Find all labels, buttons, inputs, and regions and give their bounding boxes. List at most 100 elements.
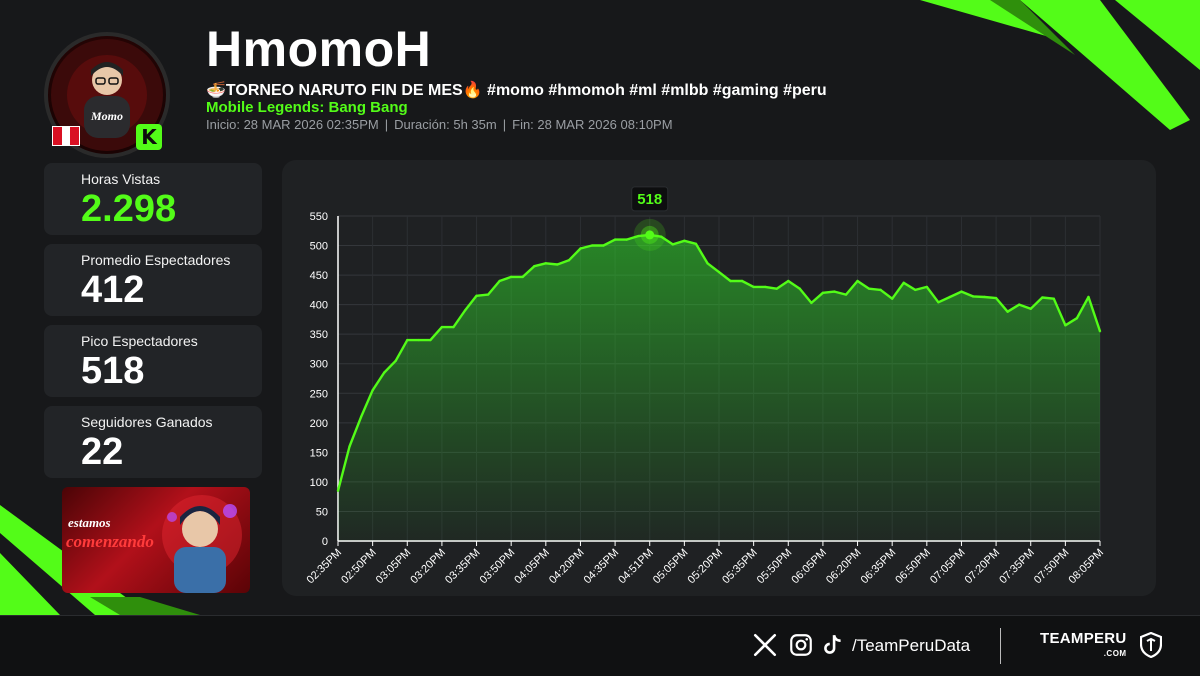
data-point — [925, 285, 929, 289]
x-tick-label: 04:51PM — [616, 547, 656, 587]
data-point — [509, 275, 513, 279]
kick-platform-icon: K — [136, 124, 162, 150]
data-point — [348, 445, 351, 448]
data-point — [787, 279, 790, 283]
stat-label: Pico Espectadores — [81, 333, 198, 349]
data-point — [775, 287, 778, 290]
x-tick-label: 07:05PM — [928, 547, 968, 587]
data-point — [625, 238, 628, 241]
data-point — [613, 238, 617, 241]
y-tick-label: 400 — [310, 300, 328, 312]
data-point — [914, 288, 917, 292]
data-point — [1006, 310, 1009, 313]
data-point — [856, 279, 859, 283]
x-tick-label: 06:50PM — [893, 547, 933, 587]
data-point — [937, 301, 940, 304]
x-tick-label: 04:20PM — [547, 547, 587, 587]
stream-meta: Inicio: 28 MAR 2026 02:35PM | Duración: 5h… — [206, 117, 673, 132]
shield-icon — [1140, 632, 1162, 658]
stat-label: Seguidores Ganados — [81, 414, 213, 430]
data-point — [521, 275, 524, 279]
y-tick-label: 500 — [310, 241, 328, 253]
data-point — [763, 285, 767, 289]
data-point — [821, 291, 825, 295]
data-point — [960, 290, 963, 293]
data-point — [844, 293, 848, 296]
footer: /TeamPeruData TEAMPERU .COM — [0, 615, 1200, 676]
y-tick-label: 100 — [310, 477, 328, 489]
data-point — [683, 239, 686, 243]
data-point — [486, 293, 490, 296]
stat-card-average-viewers: Promedio Espectadores 412 — [44, 244, 262, 316]
instagram-icon[interactable] — [788, 632, 814, 658]
data-point — [429, 338, 432, 342]
x-tick-label: 06:20PM — [824, 547, 864, 587]
stat-value: 2.298 — [81, 188, 177, 230]
flag-stripe-center — [61, 127, 71, 145]
stat-label: Horas Vistas — [81, 171, 161, 187]
meta-separator: | — [384, 117, 389, 132]
data-point — [983, 295, 986, 299]
data-point — [671, 243, 675, 246]
stat-value: 22 — [81, 431, 124, 473]
data-point — [1017, 303, 1021, 306]
data-point — [544, 262, 548, 265]
data-point — [567, 259, 571, 262]
stat-card-peak-viewers: Pico Espectadores 518 — [44, 325, 262, 397]
brand-logo-text: TEAMPERU .COM — [1040, 630, 1127, 660]
data-point — [371, 389, 374, 392]
data-point — [798, 287, 802, 290]
y-tick-label: 450 — [310, 270, 328, 282]
stream-end: Fin: 28 MAR 2026 08:10PM — [512, 117, 673, 132]
data-point — [382, 371, 386, 374]
x-tick-label: 05:20PM — [686, 547, 726, 587]
data-point — [1041, 296, 1044, 299]
y-tick-label: 50 — [316, 506, 328, 518]
flag-stripe-left — [53, 127, 62, 145]
data-point — [406, 338, 409, 342]
viewers-chart: 0 50 100 150 200 250 300 350 400 450 500 550 02:35PM… — [305, 186, 1106, 587]
data-point — [1052, 297, 1056, 300]
y-tick-label: 250 — [310, 388, 328, 400]
x-icon[interactable] — [752, 632, 778, 658]
data-point — [717, 270, 721, 274]
data-point — [579, 247, 582, 250]
data-point — [694, 242, 698, 245]
x-tick-label: 03:20PM — [408, 547, 448, 587]
thumbnail-illustration: estamos comenzando — [66, 495, 242, 593]
y-tick-label: 350 — [310, 329, 328, 341]
x-tick-label: 05:35PM — [720, 547, 760, 587]
flag-stripe-right — [70, 127, 80, 145]
x-tick-label: 07:35PM — [997, 547, 1037, 587]
peak-point — [645, 230, 655, 240]
data-point — [890, 297, 894, 300]
x-tick-label: 03:05PM — [374, 547, 414, 587]
data-point — [867, 287, 871, 290]
x-tick-label: 02:35PM — [305, 547, 345, 587]
viewers-chart-panel: 0 50 100 150 200 250 300 350 400 450 500 550 02:35PM… — [282, 160, 1156, 596]
data-point — [740, 279, 744, 283]
x-tick-label: 05:50PM — [755, 547, 795, 587]
avatar-caption: Momo — [90, 109, 123, 123]
peru-flag-icon — [52, 126, 80, 146]
data-point — [729, 279, 732, 283]
data-point — [660, 235, 663, 238]
data-point — [394, 359, 397, 362]
y-tick-label: 150 — [310, 447, 328, 459]
data-point — [463, 309, 467, 312]
data-point — [1075, 317, 1079, 320]
brand-name: TEAMPERU — [1040, 630, 1127, 647]
tiktok-icon[interactable] — [820, 632, 846, 658]
brand-domain: .COM — [1103, 649, 1127, 658]
x-tick-label: 03:50PM — [478, 547, 518, 587]
viewers-area-fill — [338, 234, 1100, 541]
data-point — [994, 296, 998, 300]
peak-label: 518 — [637, 191, 662, 208]
stat-card-followers-gained: Seguidores Ganados 22 — [44, 406, 262, 478]
social-handle[interactable]: /TeamPeruData — [852, 636, 971, 655]
x-tick-label: 02:50PM — [339, 547, 379, 587]
stream-start: Inicio: 28 MAR 2026 02:35PM — [206, 117, 379, 132]
data-point — [590, 244, 594, 247]
thumbnail-text-line1: estamos — [68, 515, 111, 530]
x-tick-label: 06:35PM — [859, 547, 899, 587]
